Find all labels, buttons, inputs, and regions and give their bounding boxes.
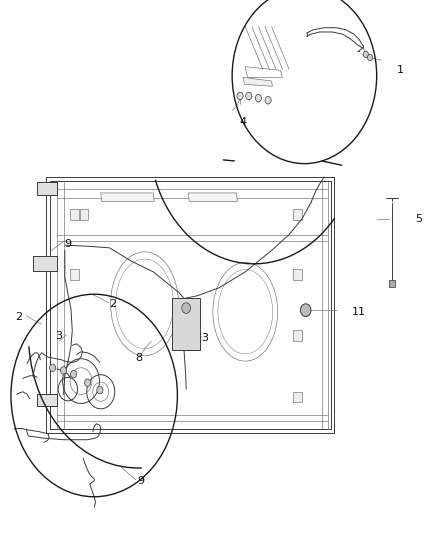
Text: 9: 9 [138,476,145,486]
Circle shape [237,92,243,100]
Polygon shape [33,256,57,271]
Bar [70,269,79,280]
Circle shape [300,304,311,317]
Circle shape [265,96,271,104]
Text: 2: 2 [15,312,22,322]
Polygon shape [243,77,272,86]
Text: 9: 9 [64,239,71,249]
Circle shape [246,92,252,100]
Bar [70,209,79,220]
Polygon shape [101,193,154,201]
Polygon shape [37,182,57,195]
Bar [80,209,88,220]
Circle shape [44,184,51,193]
Circle shape [97,386,103,394]
Circle shape [41,258,49,269]
Text: 3: 3 [56,331,63,341]
Text: 2: 2 [110,299,117,309]
Bar [293,330,302,341]
Bar [293,269,302,280]
Polygon shape [37,394,57,406]
Bar [293,209,302,220]
Circle shape [44,396,51,405]
Text: 4: 4 [240,117,247,126]
Circle shape [60,367,67,374]
Circle shape [363,51,368,58]
Text: 5: 5 [415,214,422,223]
Circle shape [71,370,77,378]
Circle shape [367,54,373,61]
Text: 3: 3 [201,334,208,343]
Text: 11: 11 [352,307,366,317]
Bar [389,280,395,287]
Polygon shape [188,193,237,201]
Bar [293,392,302,402]
Text: 1: 1 [397,66,404,75]
Circle shape [49,364,56,372]
Circle shape [85,379,91,386]
Circle shape [182,303,191,313]
Circle shape [255,94,261,102]
Text: 8: 8 [136,353,143,363]
Bar [172,298,200,350]
